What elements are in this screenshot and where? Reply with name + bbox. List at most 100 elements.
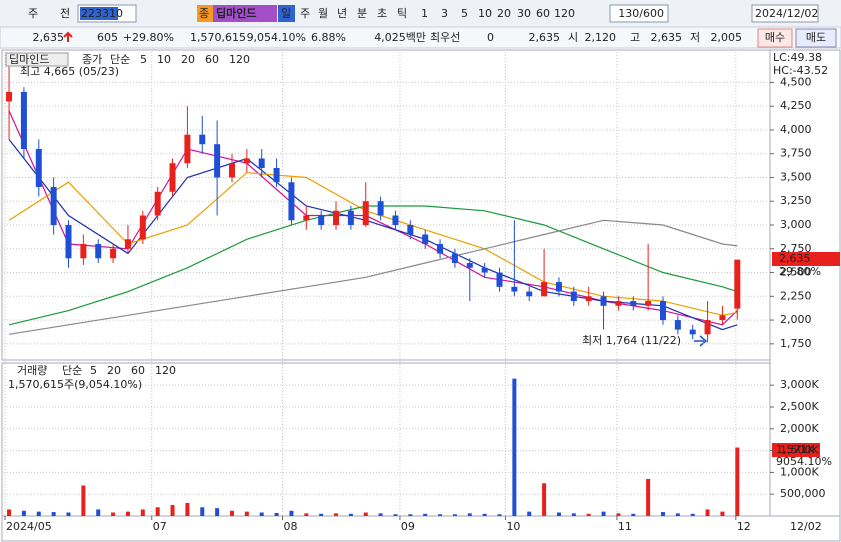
legend-close: 종가 xyxy=(82,53,102,66)
candle-body xyxy=(511,286,518,292)
volume-bar xyxy=(215,508,220,516)
legend-entry: 20 xyxy=(181,53,195,66)
candle-body xyxy=(704,320,711,335)
volume-bar xyxy=(21,510,26,516)
buy-button[interactable] xyxy=(757,28,793,48)
hc: HC:-43.52 xyxy=(773,64,828,77)
candle-body xyxy=(214,144,221,178)
volume-bar xyxy=(7,509,12,516)
name-box[interactable] xyxy=(197,5,277,22)
volume-bar xyxy=(571,513,576,516)
volume-bar xyxy=(408,514,413,516)
x-tick-label: 10 xyxy=(506,520,520,533)
volume-bar xyxy=(155,507,160,516)
low-note: 최저 1,764 (11/22) xyxy=(582,334,681,347)
candle-body xyxy=(570,291,577,302)
last-pct: 29.80% xyxy=(779,265,821,278)
volume-bar xyxy=(81,485,86,516)
legend-entry: 10 xyxy=(157,53,171,66)
volume-bar xyxy=(96,509,101,516)
volume-bar xyxy=(720,511,725,516)
candle-body xyxy=(734,259,741,309)
info-sell[interactable]: 매도 xyxy=(806,31,826,44)
info-high: 2,635 xyxy=(651,31,683,44)
lc: LC:49.38 xyxy=(773,51,822,64)
candle-body xyxy=(139,215,146,240)
unit-button[interactable]: 20 xyxy=(497,7,511,20)
info-low: 2,005 xyxy=(711,31,743,44)
candle-body xyxy=(20,91,27,149)
y-tick-label: 4,500 xyxy=(780,75,812,88)
date-input[interactable] xyxy=(751,4,819,23)
legend-ma-label: 단순 xyxy=(110,53,130,66)
unit-button[interactable]: 30 xyxy=(517,7,531,20)
volume-bar xyxy=(200,507,205,516)
panel-title: 딥마인드 xyxy=(9,53,49,66)
y-tick-label: 3,250 xyxy=(780,194,812,207)
y-tick-label: 3,000 xyxy=(780,218,812,231)
period-button[interactable]: 주 xyxy=(300,7,310,20)
count-input[interactable] xyxy=(609,4,669,23)
x-tick-label: 08 xyxy=(284,520,298,533)
code-selection xyxy=(80,7,118,20)
volume-legend-entry: 60 xyxy=(131,364,145,377)
volume-bar xyxy=(512,378,517,516)
info-volume: 1,570,615 xyxy=(190,31,246,44)
unit-button[interactable]: 10 xyxy=(478,7,492,20)
candle-body xyxy=(333,210,340,226)
candle-body xyxy=(124,239,131,249)
last-price: 2,635 xyxy=(779,252,811,265)
volume-bar xyxy=(556,512,561,516)
volume-bar xyxy=(452,514,457,516)
badge: 종 xyxy=(199,7,209,20)
period-button[interactable]: 초 xyxy=(377,7,387,20)
unit-button[interactable]: 60 xyxy=(536,7,550,20)
info-buy[interactable]: 매수 xyxy=(765,31,785,44)
candle-body xyxy=(288,182,295,221)
volume-bar xyxy=(646,478,651,516)
count: 130/600 xyxy=(618,7,664,20)
info-price: 2,635 xyxy=(33,31,65,44)
period-button[interactable]: 일 xyxy=(281,6,291,20)
candle-body xyxy=(481,267,488,273)
volume-note: 1,570,615주(9,054.10%) xyxy=(8,378,142,391)
unit-button[interactable]: 5 xyxy=(461,7,468,20)
period-button[interactable]: 월 xyxy=(318,7,328,20)
volume-legend-entry: 5 xyxy=(90,364,97,377)
unit-button[interactable]: 3 xyxy=(441,7,448,20)
volume-bar xyxy=(140,509,145,516)
volume-bar xyxy=(51,512,56,516)
candle-body xyxy=(228,163,235,178)
date: 2024/12/02 xyxy=(755,7,818,20)
volume-bar xyxy=(690,513,695,516)
unit-button[interactable]: 120 xyxy=(554,7,575,20)
x-tick-label: 2024/05 xyxy=(6,520,52,533)
info-high-label: 고 xyxy=(630,31,640,44)
market[interactable]: 주 xyxy=(28,7,38,20)
candle-body xyxy=(437,244,444,254)
y-tick-label: 2,750 xyxy=(780,242,812,255)
period-button[interactable]: 분 xyxy=(357,7,367,20)
info-low-label: 저 xyxy=(690,31,700,44)
volume-bar xyxy=(363,512,368,516)
title-box xyxy=(5,52,69,67)
prev[interactable]: 전 xyxy=(60,7,70,20)
period-button[interactable]: 년 xyxy=(337,7,347,20)
volume-bar xyxy=(259,512,264,516)
volume-bar xyxy=(482,513,487,516)
sell-button[interactable] xyxy=(795,28,837,48)
candle-body xyxy=(95,244,102,259)
volume-bar xyxy=(601,511,606,516)
volume-bar xyxy=(289,510,294,516)
code: 223310 xyxy=(81,7,123,20)
volume-bar xyxy=(438,514,443,516)
candle-body xyxy=(659,301,666,321)
volume-tick-label: 2,500K xyxy=(780,400,819,413)
volume-bar xyxy=(675,513,680,516)
period-button[interactable]: 틱 xyxy=(397,7,407,20)
period-selected xyxy=(278,5,295,22)
unit-button[interactable]: 1 xyxy=(421,7,428,20)
volume-bar xyxy=(348,513,353,516)
candle-body xyxy=(407,225,414,235)
volume-bar xyxy=(735,447,740,516)
